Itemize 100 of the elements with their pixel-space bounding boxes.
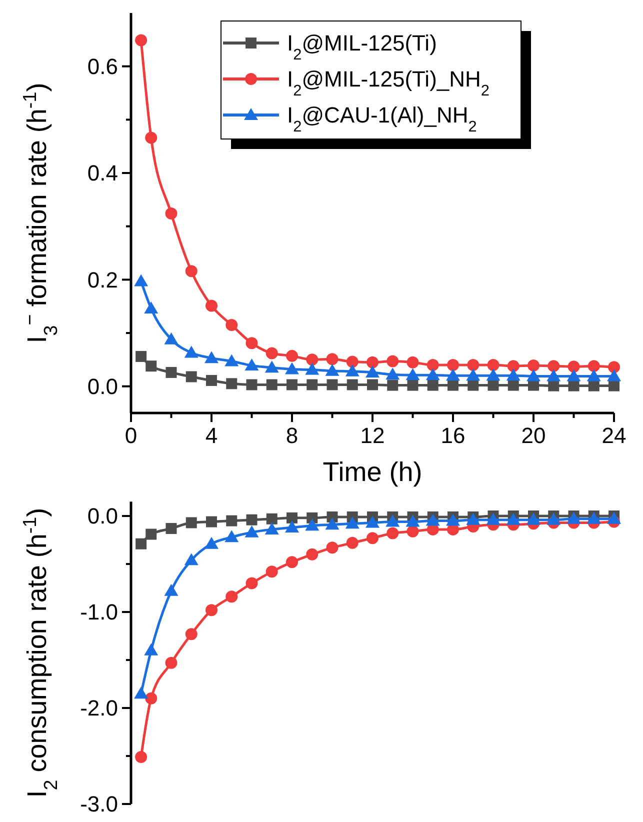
point [345, 364, 360, 376]
point [224, 530, 239, 542]
point [568, 360, 580, 373]
point [164, 332, 178, 344]
point [134, 686, 148, 699]
point [326, 542, 338, 554]
point [186, 517, 197, 528]
point [467, 359, 480, 371]
point [507, 360, 520, 372]
point [608, 380, 620, 392]
point [305, 518, 320, 531]
point [266, 566, 278, 578]
point [246, 337, 258, 350]
point [568, 380, 580, 392]
point [305, 362, 320, 375]
point [488, 380, 499, 391]
point [426, 359, 439, 371]
point [135, 750, 148, 763]
point [468, 380, 479, 391]
point [406, 514, 420, 527]
point [406, 525, 419, 538]
point [286, 512, 298, 524]
point [185, 628, 198, 640]
point [426, 368, 440, 380]
point [146, 528, 157, 540]
point [427, 380, 438, 391]
x-tick-label: 20 [521, 423, 546, 448]
point [526, 512, 540, 525]
point [448, 380, 458, 391]
x-tick-label: 24 [602, 423, 626, 448]
y-tick-label: 0.0 [87, 374, 118, 400]
point [306, 354, 318, 366]
point [246, 514, 258, 526]
point [588, 380, 600, 392]
point [166, 522, 177, 534]
point [407, 380, 418, 391]
point [566, 512, 581, 524]
point [286, 556, 298, 568]
point [164, 584, 178, 596]
x-axis-title: Time (h) [322, 457, 422, 487]
point [346, 356, 358, 368]
point [146, 360, 157, 372]
point [528, 360, 540, 372]
y-tick-label: 0.6 [87, 54, 118, 80]
point [325, 364, 340, 376]
point [506, 512, 520, 525]
point [226, 319, 238, 331]
point [506, 368, 520, 381]
point [566, 369, 581, 382]
point [345, 516, 360, 529]
point [144, 301, 158, 314]
point [145, 132, 158, 144]
point [607, 512, 621, 524]
point [366, 532, 378, 544]
point [134, 274, 148, 286]
x-tick-label: 8 [286, 423, 298, 448]
point [246, 379, 258, 390]
point [266, 379, 278, 390]
point [226, 378, 238, 390]
point [546, 512, 561, 525]
point [548, 360, 560, 372]
point [136, 350, 147, 362]
point [386, 527, 399, 540]
point [386, 514, 400, 527]
point [224, 354, 239, 366]
x-tick-label: 12 [360, 423, 385, 448]
point [206, 300, 218, 312]
point [135, 34, 148, 46]
y-tick-label: -3.0 [80, 792, 118, 817]
y-tick-label: 0.2 [87, 267, 118, 292]
point [306, 548, 318, 560]
point [607, 369, 621, 382]
y-tick-label: -1.0 [80, 600, 118, 625]
point [406, 356, 419, 368]
point [346, 379, 358, 390]
point [446, 368, 460, 381]
y-tick-label: -2.0 [80, 696, 118, 721]
point [165, 208, 178, 220]
point [366, 516, 380, 528]
point [186, 371, 197, 382]
point [608, 361, 620, 374]
point [244, 358, 259, 371]
point [546, 369, 561, 382]
point [548, 380, 560, 392]
legend-label: I$_{2}$@MIL-125(Ti)_NH$_{2}$ [287, 66, 490, 100]
point [508, 380, 519, 391]
point [136, 538, 147, 550]
point [226, 515, 238, 526]
point [586, 512, 601, 524]
legend-label: I$_{2}$@MIL-125(Ti) [287, 30, 437, 64]
point [366, 365, 380, 378]
point [244, 525, 259, 538]
point [326, 379, 338, 390]
point [325, 518, 340, 530]
point [486, 512, 500, 525]
point [326, 353, 338, 366]
point [166, 366, 177, 378]
point [588, 360, 600, 372]
point [264, 360, 279, 373]
point [185, 265, 198, 278]
